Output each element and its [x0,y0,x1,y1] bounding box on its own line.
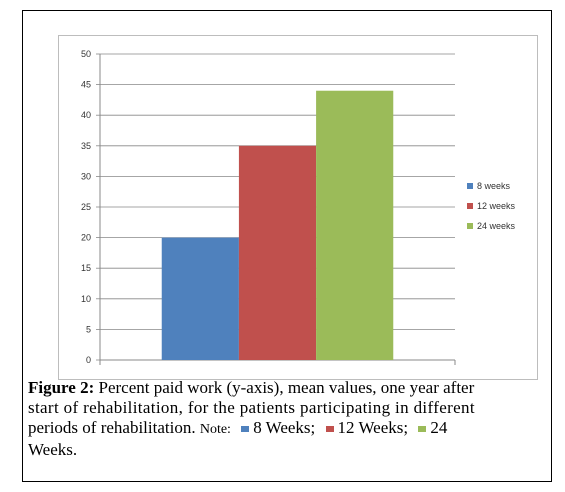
y-tick-label-50: 50 [81,49,91,59]
caption-swatch-12-weeks [325,426,334,433]
legend-swatch-12-weeks [467,203,473,209]
legend-label-8-weeks: 8 weeks [477,181,511,191]
bar-chart: 0 5 10 15 20 25 30 35 40 45 50 8 weeks 12 weeks 24 we… [81,49,516,365]
y-tick-label-15: 15 [81,263,91,273]
chart-area: 0 5 10 15 20 25 30 35 40 45 50 8 weeks 12 weeks 24 we… [58,35,538,380]
legend-label-12-weeks: 12 weeks [477,201,516,211]
y-tick-label-45: 45 [81,80,91,90]
figure-frame: 0 5 10 15 20 25 30 35 40 45 50 8 weeks 12 weeks 24 we… [22,10,552,482]
legend-swatch-24-weeks [467,223,473,229]
caption-legend-24-weeks: 24 [430,418,448,437]
caption-line-3: periods of rehabilitation. [28,418,196,437]
figure-caption: Figure 2: Percent paid work (y-axis), me… [28,378,548,460]
y-tick-label-35: 35 [81,141,91,151]
y-tick-label-25: 25 [81,202,91,212]
figure-label: Figure 2: [28,378,95,397]
y-tick-label-20: 20 [81,233,91,243]
y-tick-label-10: 10 [81,294,91,304]
legend-swatch-8-weeks [467,183,473,189]
caption-legend-8-weeks: 8 Weeks; [253,418,316,437]
y-tick-label-40: 40 [81,110,91,120]
caption-tail: Weeks. [28,440,78,459]
caption-line-2: start of rehabilitation, for the patient… [28,398,475,417]
caption-line-1: Percent paid work (y-axis), mean values,… [98,378,475,397]
legend-label-24-weeks: 24 weeks [477,221,516,231]
caption-swatch-8-weeks [241,426,250,433]
bar-24-weeks [316,90,394,360]
caption-legend-12-weeks: 12 Weeks; [337,418,409,437]
bar-12-weeks [238,145,317,360]
y-tick-label-5: 5 [86,324,91,334]
bar-8-weeks [161,237,239,360]
note-label: Note: [199,422,231,437]
caption-swatch-24-weeks [418,426,427,433]
y-tick-label-0: 0 [86,355,91,365]
y-tick-label-30: 30 [81,171,91,181]
